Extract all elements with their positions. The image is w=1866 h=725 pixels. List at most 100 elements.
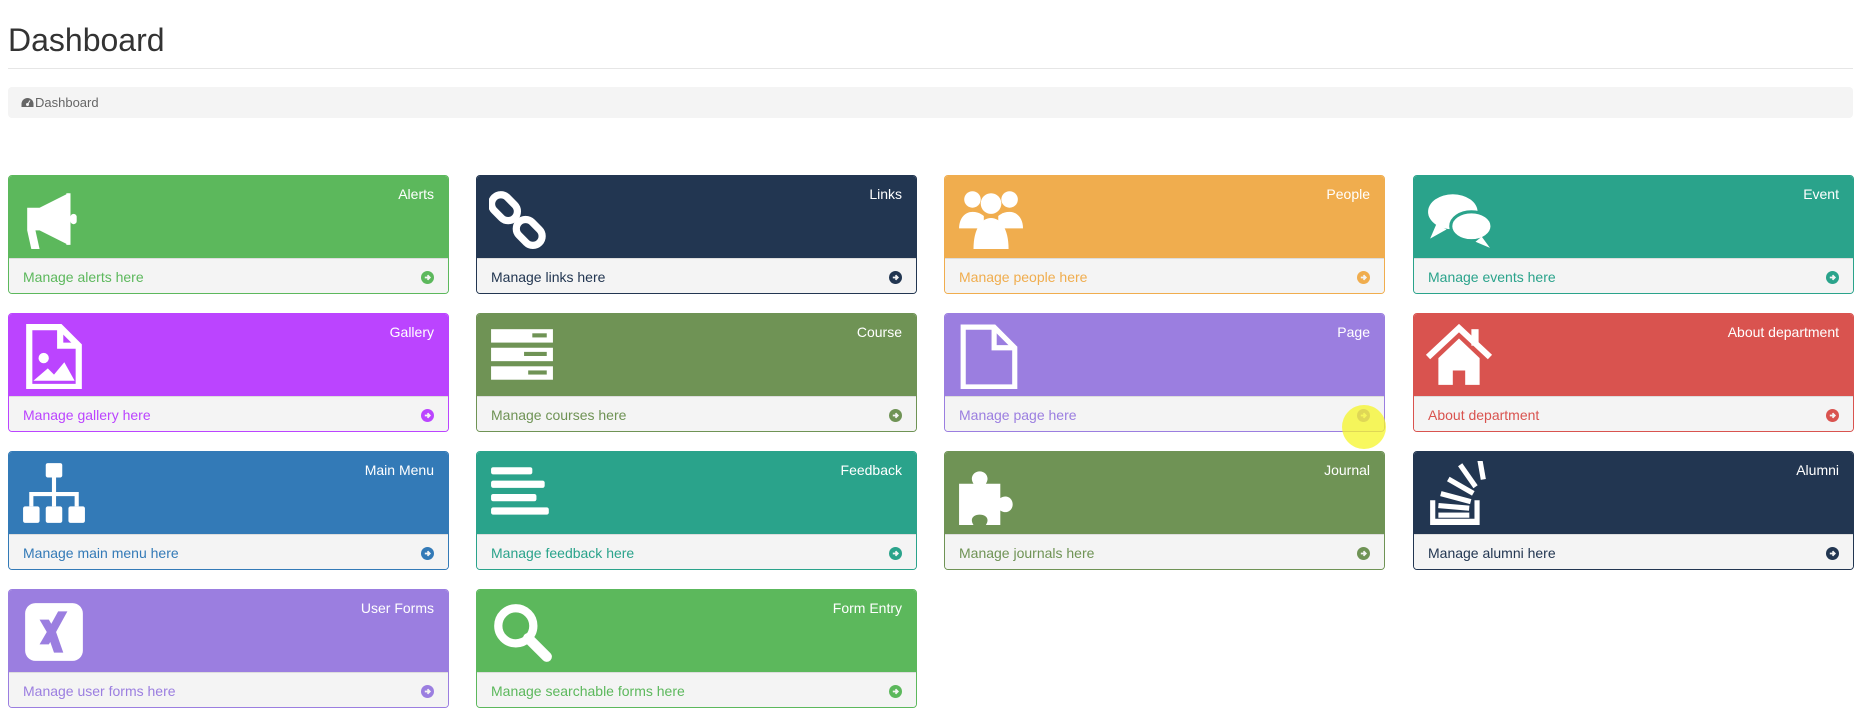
card-header[interactable]: Course	[477, 314, 916, 396]
users-icon	[959, 191, 1023, 249]
xing-square-icon	[25, 603, 83, 661]
card-header[interactable]: About department	[1414, 314, 1853, 396]
card-footer-link[interactable]: Manage searchable forms here	[477, 672, 916, 707]
sitemap-icon	[23, 463, 85, 523]
card-header[interactable]: Alerts	[9, 176, 448, 258]
card-footer-link[interactable]: Manage courses here	[477, 396, 916, 431]
card-header[interactable]: Links	[477, 176, 916, 258]
card-footer-link[interactable]: Manage page here	[945, 396, 1384, 431]
card-link-text[interactable]: Manage gallery here	[23, 407, 151, 423]
card-footer-link[interactable]: Manage links here	[477, 258, 916, 293]
chain-icon	[489, 191, 546, 249]
card-title: Main Menu	[364, 462, 434, 478]
card-title: Form Entry	[832, 600, 902, 616]
card-link-text[interactable]: Manage journals here	[959, 545, 1095, 561]
arrow-circle-right-icon[interactable]	[421, 270, 434, 284]
arrow-circle-right-icon[interactable]	[1826, 270, 1839, 284]
puzzle-piece-icon	[959, 471, 1013, 525]
card-header[interactable]: People	[945, 176, 1384, 258]
card-header[interactable]: Journal	[945, 452, 1384, 534]
card-link-text[interactable]: Manage links here	[491, 269, 606, 285]
card-link-text[interactable]: Manage events here	[1428, 269, 1556, 285]
arrow-circle-right-icon[interactable]	[889, 546, 902, 560]
card-link-text[interactable]: Manage courses here	[491, 407, 627, 423]
card-footer-link[interactable]: Manage events here	[1414, 258, 1853, 293]
card-journal[interactable]: Journal Manage journals here	[944, 451, 1385, 570]
arrow-circle-right-icon[interactable]	[1357, 408, 1370, 422]
card-title: Page	[1337, 324, 1370, 340]
server-icon	[491, 329, 553, 380]
comments-icon	[1428, 194, 1492, 248]
arrow-circle-right-icon[interactable]	[1826, 546, 1839, 560]
card-people[interactable]: People Manage people here	[944, 175, 1385, 294]
card-footer-link[interactable]: About department	[1414, 396, 1853, 431]
card-footer-link[interactable]: Manage alerts here	[9, 258, 448, 293]
arrow-circle-right-icon[interactable]	[889, 270, 902, 284]
file-icon	[960, 324, 1018, 389]
card-gallery[interactable]: Gallery Manage gallery here	[8, 313, 449, 432]
card-header[interactable]: Alumni	[1414, 452, 1853, 534]
arrow-circle-right-icon[interactable]	[421, 684, 434, 698]
card-link-text[interactable]: Manage main menu here	[23, 545, 179, 561]
card-title: Alumni	[1796, 462, 1839, 478]
card-header[interactable]: Event	[1414, 176, 1853, 258]
bullhorn-icon	[27, 193, 77, 249]
card-title: User Forms	[360, 600, 434, 616]
card-footer-link[interactable]: Manage alumni here	[1414, 534, 1853, 569]
stack-overflow-icon	[1430, 461, 1486, 525]
arrow-circle-right-icon[interactable]	[889, 684, 902, 698]
card-header[interactable]: Form Entry	[477, 590, 916, 672]
card-link-text[interactable]: Manage people here	[959, 269, 1088, 285]
card-footer-link[interactable]: Manage journals here	[945, 534, 1384, 569]
breadcrumb: Dashboard	[8, 87, 1853, 118]
card-link-text[interactable]: Manage alerts here	[23, 269, 144, 285]
card-alerts[interactable]: Alerts Manage alerts here	[8, 175, 449, 294]
card-link-text[interactable]: Manage user forms here	[23, 683, 176, 699]
card-title: About department	[1727, 324, 1839, 340]
card-form-entry[interactable]: Form Entry Manage searchable forms here	[476, 589, 917, 708]
breadcrumb-item-dashboard[interactable]: Dashboard	[35, 95, 99, 110]
align-left-icon	[491, 467, 549, 515]
file-image-icon	[26, 324, 82, 389]
arrow-circle-right-icon[interactable]	[421, 546, 434, 560]
card-link-text[interactable]: Manage alumni here	[1428, 545, 1556, 561]
card-title: Gallery	[389, 324, 434, 340]
arrow-circle-right-icon[interactable]	[1826, 408, 1839, 422]
card-footer-link[interactable]: Manage gallery here	[9, 396, 448, 431]
card-title: Links	[869, 186, 902, 202]
divider	[8, 68, 1853, 69]
arrow-circle-right-icon[interactable]	[1357, 270, 1370, 284]
card-header[interactable]: Gallery	[9, 314, 448, 396]
card-header[interactable]: Main Menu	[9, 452, 448, 534]
home-icon	[1426, 323, 1492, 385]
card-title: Event	[1803, 186, 1839, 202]
card-footer-link[interactable]: Manage feedback here	[477, 534, 916, 569]
arrow-circle-right-icon[interactable]	[421, 408, 434, 422]
card-footer-link[interactable]: Manage people here	[945, 258, 1384, 293]
card-link-text[interactable]: Manage feedback here	[491, 545, 635, 561]
card-event[interactable]: Event Manage events here	[1413, 175, 1854, 294]
search-icon	[494, 604, 552, 662]
arrow-circle-right-icon[interactable]	[889, 408, 902, 422]
card-link-text[interactable]: Manage searchable forms here	[491, 683, 685, 699]
card-title: Course	[856, 324, 902, 340]
card-course[interactable]: Course Manage courses here	[476, 313, 917, 432]
card-user-forms[interactable]: User Forms Manage user forms here	[8, 589, 449, 708]
card-link-text[interactable]: Manage page here	[959, 407, 1077, 423]
card-title: People	[1326, 186, 1370, 202]
card-header[interactable]: User Forms	[9, 590, 448, 672]
arrow-circle-right-icon[interactable]	[1357, 546, 1370, 560]
card-feedback[interactable]: Feedback Manage feedback here	[476, 451, 917, 570]
card-main-menu[interactable]: Main Menu Manage main menu here	[8, 451, 449, 570]
card-footer-link[interactable]: Manage user forms here	[9, 672, 448, 707]
card-header[interactable]: Feedback	[477, 452, 916, 534]
page-title: Dashboard	[8, 22, 165, 58]
card-header[interactable]: Page	[945, 314, 1384, 396]
card-about-department[interactable]: About department About department	[1413, 313, 1854, 432]
card-link-text[interactable]: About department	[1428, 407, 1540, 423]
card-footer-link[interactable]: Manage main menu here	[9, 534, 448, 569]
card-links[interactable]: Links Manage links here	[476, 175, 917, 294]
card-title: Feedback	[840, 462, 902, 478]
card-page[interactable]: Page Manage page here	[944, 313, 1385, 432]
card-alumni[interactable]: Alumni Manage alumni here	[1413, 451, 1854, 570]
